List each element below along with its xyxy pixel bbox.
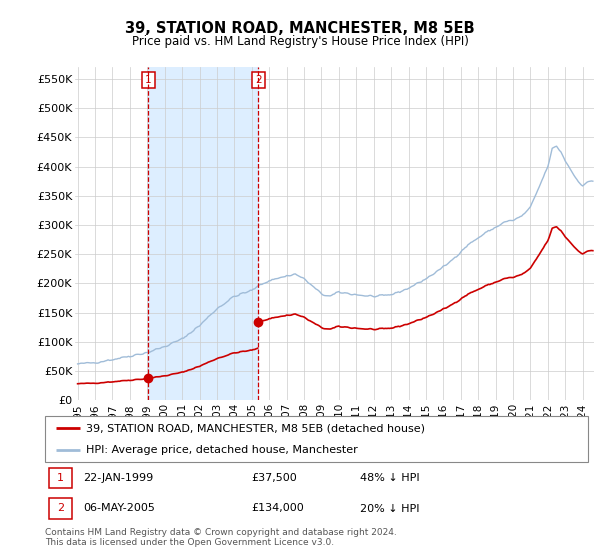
Text: 06-MAY-2005: 06-MAY-2005 — [83, 503, 155, 514]
Text: 22-JAN-1999: 22-JAN-1999 — [83, 473, 153, 483]
Text: 2: 2 — [57, 503, 64, 514]
FancyBboxPatch shape — [49, 498, 72, 519]
FancyBboxPatch shape — [49, 468, 72, 488]
Text: 2: 2 — [255, 75, 262, 85]
Text: 1: 1 — [145, 75, 152, 85]
Text: 39, STATION ROAD, MANCHESTER, M8 5EB (detached house): 39, STATION ROAD, MANCHESTER, M8 5EB (de… — [86, 423, 425, 433]
Text: 48% ↓ HPI: 48% ↓ HPI — [360, 473, 419, 483]
Text: 1: 1 — [57, 473, 64, 483]
Text: 20% ↓ HPI: 20% ↓ HPI — [360, 503, 419, 514]
Text: £134,000: £134,000 — [251, 503, 304, 514]
Text: HPI: Average price, detached house, Manchester: HPI: Average price, detached house, Manc… — [86, 445, 358, 455]
Text: Contains HM Land Registry data © Crown copyright and database right 2024.
This d: Contains HM Land Registry data © Crown c… — [45, 528, 397, 547]
Text: Price paid vs. HM Land Registry's House Price Index (HPI): Price paid vs. HM Land Registry's House … — [131, 35, 469, 48]
FancyBboxPatch shape — [45, 416, 588, 462]
Text: 39, STATION ROAD, MANCHESTER, M8 5EB: 39, STATION ROAD, MANCHESTER, M8 5EB — [125, 21, 475, 36]
Text: £37,500: £37,500 — [251, 473, 297, 483]
Bar — [148, 67, 258, 400]
